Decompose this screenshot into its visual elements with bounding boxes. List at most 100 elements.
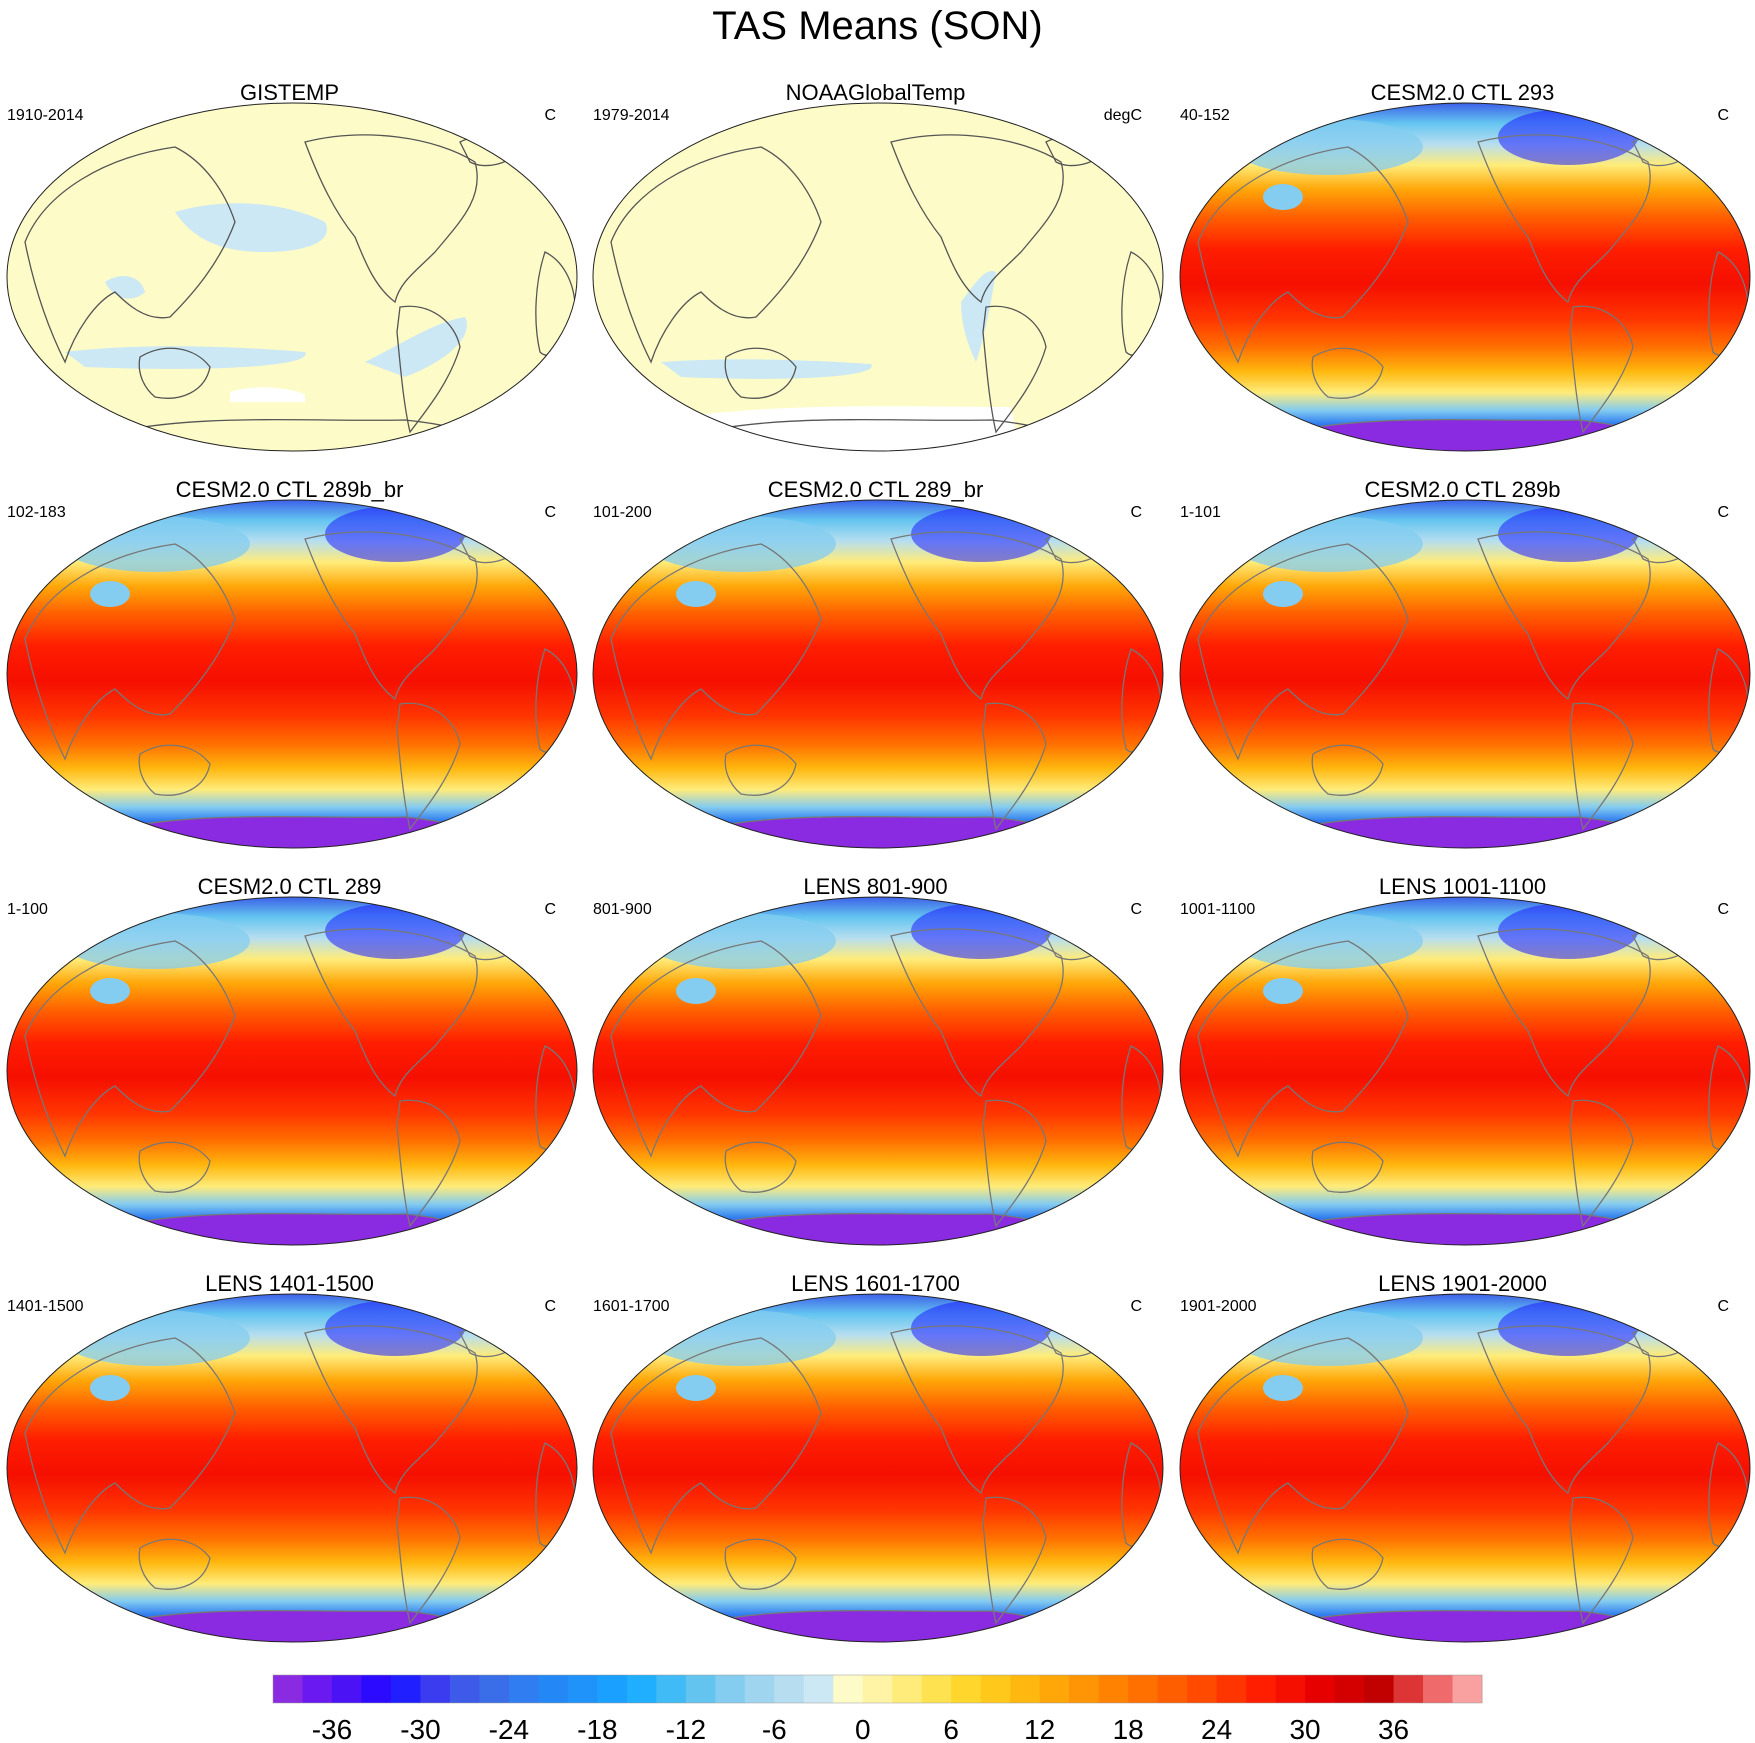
map-panel: LENS 1901-2000 1901-2000 C bbox=[1170, 1183, 1755, 1643]
map-panel: NOAAGlobalTemp 1979-2014 degC bbox=[583, 0, 1168, 452]
map-panel: LENS 801-900 801-900 C bbox=[583, 786, 1168, 1246]
map-plot bbox=[1179, 896, 1751, 1246]
colorbar-swatch bbox=[715, 1675, 746, 1703]
colorbar-tick-label: 6 bbox=[943, 1714, 959, 1743]
colorbar-swatch bbox=[803, 1675, 834, 1703]
panel-title: LENS 1901-2000 bbox=[1378, 1271, 1547, 1296]
colorbar-swatch bbox=[390, 1675, 421, 1703]
colorbar-swatch bbox=[1069, 1675, 1100, 1703]
map-plot bbox=[6, 896, 578, 1246]
colorbar-tick-label: 0 bbox=[855, 1714, 871, 1743]
panel-title: NOAAGlobalTemp bbox=[785, 80, 966, 105]
panel-period-label: 1401-1500 bbox=[7, 1298, 84, 1315]
colorbar-swatch bbox=[1216, 1675, 1247, 1703]
colorbar-tick-label: -6 bbox=[762, 1714, 787, 1743]
colorbar-swatch bbox=[951, 1675, 982, 1703]
map-panel: CESM2.0 CTL 289 1-100 C bbox=[0, 786, 582, 1246]
panel-title: CESM2.0 CTL 289 bbox=[197, 874, 382, 899]
panel-units-label: C bbox=[1717, 504, 1729, 521]
panel-period-label: 1-100 bbox=[7, 901, 48, 918]
panel-units-label: C bbox=[1130, 504, 1142, 521]
panel-period-label: 101-200 bbox=[593, 504, 652, 521]
panel-units-label: C bbox=[1717, 107, 1729, 124]
page-title: TAS Means (SON) bbox=[712, 4, 1043, 48]
colorbar-swatch bbox=[774, 1675, 805, 1703]
colorbar-tick-label: -12 bbox=[666, 1714, 706, 1743]
colorbar-swatch bbox=[567, 1675, 598, 1703]
map-plot bbox=[592, 1293, 1164, 1643]
map-panel: LENS 1601-1700 1601-1700 C bbox=[583, 1183, 1168, 1643]
panel-title: GISTEMP bbox=[239, 80, 339, 105]
panel-title: LENS 801-900 bbox=[803, 874, 948, 899]
map-plot bbox=[592, 102, 1164, 452]
colorbar-swatch bbox=[449, 1675, 480, 1703]
panel-title: CESM2.0 CTL 293 bbox=[1370, 80, 1555, 105]
colorbar-tick-label: 12 bbox=[1024, 1714, 1055, 1743]
colorbar-tick-label: -30 bbox=[400, 1714, 440, 1743]
map-plot bbox=[1179, 499, 1751, 849]
panel-period-label: 1901-2000 bbox=[1180, 1298, 1257, 1315]
colorbar-swatch bbox=[921, 1675, 952, 1703]
colorbar-frame bbox=[272, 1674, 1483, 1704]
colorbar-swatch bbox=[1393, 1675, 1424, 1703]
panel-period-label: 1-101 bbox=[1180, 504, 1221, 521]
colorbar-tick-label: 30 bbox=[1289, 1714, 1320, 1743]
colorbar-swatch bbox=[1423, 1675, 1454, 1703]
panel-period-label: 1601-1700 bbox=[593, 1298, 670, 1315]
colorbar-tick-label: 24 bbox=[1201, 1714, 1232, 1743]
colorbar-swatch bbox=[479, 1675, 510, 1703]
panel-units-label: C bbox=[1130, 1298, 1142, 1315]
colorbar-swatch bbox=[1364, 1675, 1395, 1703]
map-panel: CESM2.0 CTL 289b 1-101 C bbox=[1170, 389, 1755, 849]
colorbar-swatch bbox=[1098, 1675, 1129, 1703]
colorbar-swatch bbox=[1452, 1675, 1483, 1703]
panel-period-label: 1910-2014 bbox=[7, 107, 84, 124]
colorbar-swatch bbox=[744, 1675, 775, 1703]
colorbar-swatch bbox=[1334, 1675, 1365, 1703]
panel-period-label: 1979-2014 bbox=[593, 107, 670, 124]
panel-units-label: C bbox=[544, 504, 556, 521]
panel-units-label: C bbox=[544, 1298, 556, 1315]
panel-period-label: 40-152 bbox=[1180, 107, 1230, 124]
panel-units-label: degC bbox=[1103, 107, 1142, 124]
map-panel: GISTEMP 1910-2014 C bbox=[0, 0, 582, 452]
map-plot bbox=[6, 499, 578, 849]
colorbar-swatch bbox=[302, 1675, 333, 1703]
panel-period-label: 1001-1100 bbox=[1180, 901, 1256, 918]
map-plot bbox=[1179, 102, 1751, 452]
colorbar-swatch bbox=[361, 1675, 392, 1703]
colorbar-swatch bbox=[1187, 1675, 1218, 1703]
colorbar-swatch bbox=[1246, 1675, 1277, 1703]
colorbar-swatch bbox=[1128, 1675, 1159, 1703]
colorbar-swatch bbox=[597, 1675, 628, 1703]
colorbar-swatch bbox=[862, 1675, 893, 1703]
panel-title: CESM2.0 CTL 289b bbox=[1364, 477, 1561, 502]
panel-units-label: C bbox=[1717, 901, 1729, 918]
map-plot bbox=[1179, 1293, 1751, 1643]
map-panels-grid: GISTEMP 1910-2014 C NOAAGlobalTemp 1979-2014… bbox=[0, 0, 1755, 1643]
panel-units-label: C bbox=[544, 901, 556, 918]
map-plot bbox=[6, 102, 578, 452]
colorbar-swatch bbox=[656, 1675, 687, 1703]
colorbar-swatch bbox=[1305, 1675, 1336, 1703]
colorbar-tick-label: -18 bbox=[577, 1714, 617, 1743]
colorbar-swatch bbox=[626, 1675, 657, 1703]
colorbar-swatch bbox=[1010, 1675, 1041, 1703]
map-panel: LENS 1401-1500 1401-1500 C bbox=[0, 1183, 582, 1643]
panel-title: LENS 1601-1700 bbox=[791, 1271, 960, 1296]
panel-title: LENS 1001-1100 bbox=[1378, 874, 1547, 899]
map-panel: CESM2.0 CTL 289b_br 102-183 C bbox=[0, 389, 582, 849]
colorbar-swatch bbox=[508, 1675, 539, 1703]
colorbar-swatch bbox=[833, 1675, 864, 1703]
map-panel: CESM2.0 CTL 289_br 101-200 C bbox=[583, 389, 1168, 849]
colorbar-swatch bbox=[1039, 1675, 1070, 1703]
colorbar-swatch bbox=[685, 1675, 716, 1703]
panel-units-label: C bbox=[1130, 901, 1142, 918]
map-plot bbox=[592, 499, 1164, 849]
colorbar-swatch bbox=[980, 1675, 1011, 1703]
colorbar-swatch bbox=[1157, 1675, 1188, 1703]
panel-period-label: 102-183 bbox=[7, 504, 66, 521]
map-panel: LENS 1001-1100 1001-1100 C bbox=[1170, 786, 1755, 1246]
panel-title: CESM2.0 CTL 289b_br bbox=[175, 477, 404, 502]
colorbar-tick-label: -24 bbox=[489, 1714, 529, 1743]
